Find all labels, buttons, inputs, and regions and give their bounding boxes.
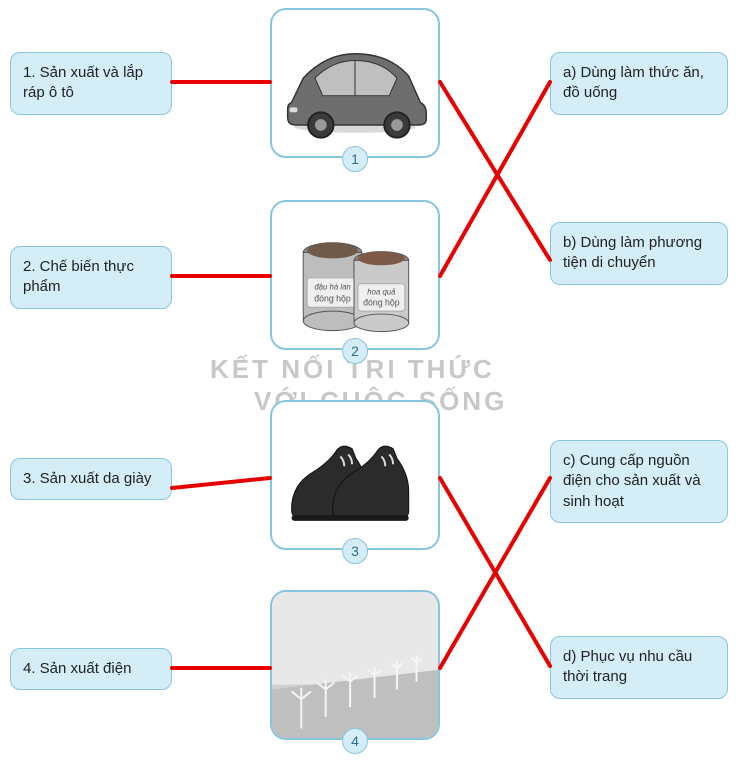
- wind-icon: [272, 590, 438, 740]
- can-right-bottom-label: đóng hộp: [363, 297, 400, 307]
- can-right-top-label: hoa quả: [367, 288, 396, 297]
- card-badge-1: 1: [342, 146, 368, 172]
- image-card-1: [270, 8, 440, 158]
- car-icon: [272, 8, 438, 158]
- image-card-3: [270, 400, 440, 550]
- card-badge-3: 3: [342, 538, 368, 564]
- shoes-icon: [272, 400, 438, 550]
- card-badge-2: 2: [342, 338, 368, 364]
- image-card-2: đậu hà lan đóng hộp hoa quả đóng hộp: [270, 200, 440, 350]
- can-left-top-label: đậu hà lan: [314, 283, 350, 292]
- can-left-bottom-label: đóng hộp: [314, 293, 351, 303]
- card-badge-4: 4: [342, 728, 368, 754]
- right-box-d: d) Phục vụ nhu cầu thời trang: [550, 636, 728, 699]
- right-box-a: a) Dùng làm thức ăn, đồ uống: [550, 52, 728, 115]
- left-box-2: 2. Chế biến thực phẩm: [10, 246, 172, 309]
- cans-icon: đậu hà lan đóng hộp hoa quả đóng hộp: [272, 200, 438, 350]
- left-box-4: 4. Sản xuất điện: [10, 648, 172, 690]
- image-card-4: [270, 590, 440, 740]
- left-box-1: 1. Sản xuất và lắp ráp ô tô: [10, 52, 172, 115]
- left-box-3: 3. Sản xuất da giày: [10, 458, 172, 500]
- right-box-c: c) Cung cấp nguồn điện cho sản xuất và s…: [550, 440, 728, 523]
- right-box-b: b) Dùng làm phương tiện di chuyển: [550, 222, 728, 285]
